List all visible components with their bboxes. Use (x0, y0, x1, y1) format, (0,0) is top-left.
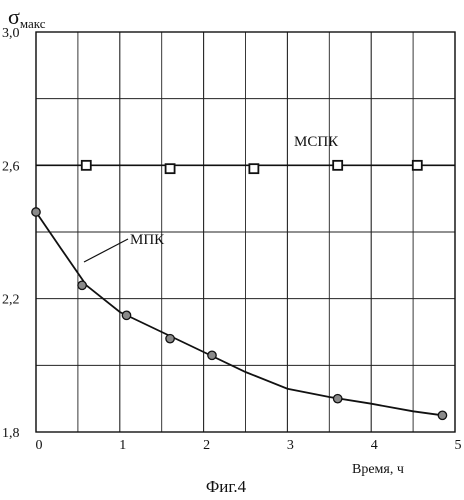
y-tick-labels: 1,8 2,2 2,6 3,0 (2, 26, 20, 441)
y-axis-label-subscript: макс (20, 16, 46, 31)
y-axis-label-symbol: σ (8, 4, 20, 29)
data-point-mspk (248, 163, 260, 175)
y-tick-label: 2,2 (2, 293, 20, 308)
figure-caption: Фиг.4 (206, 477, 247, 496)
data-point-mpk (165, 333, 175, 344)
series-label-mspk: МСПК (294, 134, 339, 150)
data-point-mspk (332, 159, 344, 171)
data-point-mpk (437, 410, 448, 421)
plot-frame (35, 31, 456, 433)
mpk-label-leader (83, 238, 129, 263)
data-point-mspk (164, 163, 176, 175)
data-point-mpk (31, 207, 41, 217)
x-tick-label: 1 (119, 438, 126, 453)
series-line-mpk (35, 211, 443, 417)
series-label-mpk: МПК (130, 232, 165, 248)
y-tick-label: 1,8 (2, 426, 20, 441)
data-point-mpk (207, 350, 217, 361)
data-point-mpk (332, 393, 343, 404)
x-tick-label: 4 (371, 438, 378, 453)
series-layer (31, 159, 455, 421)
x-tick-label: 3 (287, 438, 294, 453)
x-axis-label: Время, ч (352, 462, 404, 477)
data-point-mpk (121, 310, 132, 321)
y-tick-label: 2,6 (2, 159, 20, 174)
x-tick-label: 5 (455, 438, 462, 453)
y-axis-label: σмакс (8, 4, 46, 31)
data-point-mpk (77, 280, 87, 291)
x-tick-label: 2 (203, 438, 210, 453)
data-point-mspk (80, 159, 92, 171)
x-tick-labels: 0 1 2 3 4 5 (36, 438, 462, 453)
x-tick-label: 0 (36, 438, 43, 453)
data-point-mspk (411, 159, 423, 171)
y-tick-label: 3,0 (2, 26, 20, 41)
